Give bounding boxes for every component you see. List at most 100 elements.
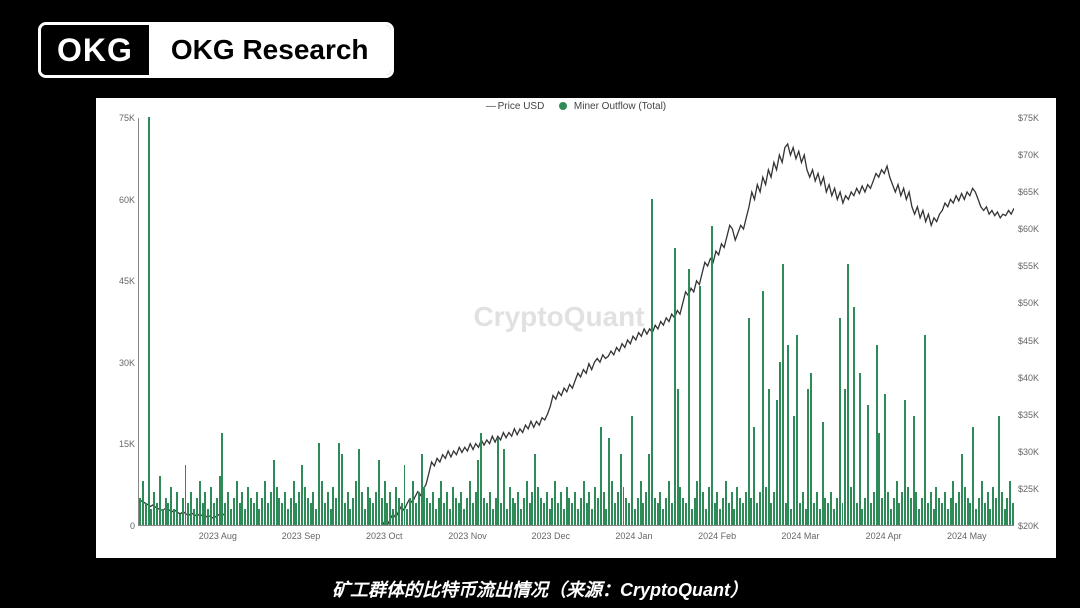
outflow-bar: [873, 492, 875, 525]
outflow-bar: [341, 454, 343, 525]
y-right-label: $50K: [1018, 298, 1039, 308]
outflow-bar: [961, 454, 963, 525]
y-right-label: $75K: [1018, 113, 1039, 123]
y-left-label: 60K: [119, 195, 135, 205]
outflow-bar: [893, 498, 895, 525]
outflow-bar: [1009, 481, 1011, 525]
outflow-bar: [233, 498, 235, 525]
outflow-bar: [566, 487, 568, 525]
outflow-bar: [421, 454, 423, 525]
outflow-bar: [213, 503, 215, 525]
outflow-bar: [449, 509, 451, 525]
outflow-bar: [546, 492, 548, 525]
outflow-bar: [557, 503, 559, 525]
outflow-bar: [580, 498, 582, 525]
outflow-bar: [716, 492, 718, 525]
outflow-bar: [708, 487, 710, 525]
outflow-bar: [586, 503, 588, 525]
outflow-bar: [321, 481, 323, 525]
outflow-bar: [739, 498, 741, 525]
outflow-bar: [227, 492, 229, 525]
y-left-label: 15K: [119, 439, 135, 449]
outflow-bar: [347, 492, 349, 525]
outflow-bar: [543, 503, 545, 525]
outflow-bar: [290, 498, 292, 525]
outflow-bar: [176, 492, 178, 525]
chart-panel: — Price USD Miner Outflow (Total) Crypto…: [96, 98, 1056, 558]
outflow-bar: [267, 503, 269, 525]
outflow-bar: [475, 492, 477, 525]
outflow-bar: [978, 498, 980, 525]
outflow-bar: [941, 503, 943, 525]
outflow-bar: [560, 492, 562, 525]
outflow-bar: [531, 492, 533, 525]
outflow-bar: [315, 509, 317, 525]
outflow-bar: [193, 509, 195, 525]
outflow-bar: [395, 487, 397, 525]
outflow-bar: [185, 465, 187, 525]
outflow-bar: [867, 405, 869, 525]
outflow-bar: [748, 318, 750, 525]
outflow-bar: [770, 503, 772, 525]
outflow-bar: [907, 487, 909, 525]
outflow-bar: [822, 422, 824, 525]
outflow-bar: [148, 117, 150, 525]
outflow-bar: [688, 269, 690, 525]
outflow-bar: [165, 498, 167, 525]
outflow-bar: [378, 460, 380, 525]
outflow-bar: [742, 503, 744, 525]
y-right-label: $30K: [1018, 447, 1039, 457]
outflow-bar: [204, 492, 206, 525]
outflow-bar: [349, 509, 351, 525]
y-right-label: $40K: [1018, 373, 1039, 383]
outflow-bar: [623, 487, 625, 525]
outflow-bar: [244, 509, 246, 525]
outflow-bar: [514, 503, 516, 525]
y-right-label: $25K: [1018, 484, 1039, 494]
outflow-bar: [628, 503, 630, 525]
outflow-bar: [563, 509, 565, 525]
y-right-label: $35K: [1018, 410, 1039, 420]
outflow-bar: [162, 509, 164, 525]
outflow-bar: [887, 492, 889, 525]
outflow-bar: [256, 492, 258, 525]
x-label: 2023 Sep: [282, 531, 321, 541]
outflow-bar: [253, 503, 255, 525]
outflow-bar: [384, 481, 386, 525]
outflow-bar: [927, 503, 929, 525]
outflow-bar: [438, 498, 440, 525]
outflow-bar: [159, 476, 161, 525]
outflow-bar: [969, 503, 971, 525]
outflow-bar: [768, 389, 770, 525]
outflow-bar: [756, 503, 758, 525]
outflow-bar: [964, 487, 966, 525]
outflow-bar: [662, 509, 664, 525]
outflow-bar: [987, 492, 989, 525]
outflow-bar: [657, 503, 659, 525]
outflow-bar: [884, 394, 886, 525]
outflow-bar: [261, 498, 263, 525]
outflow-bar: [173, 509, 175, 525]
outflow-bar: [304, 487, 306, 525]
outflow-bar: [330, 509, 332, 525]
outflow-bar: [696, 481, 698, 525]
outflow-bar: [492, 509, 494, 525]
outflow-bar: [139, 498, 141, 525]
outflow-bar: [568, 498, 570, 525]
outflow-bar: [992, 487, 994, 525]
outflow-bar: [440, 481, 442, 525]
outflow-bar: [418, 492, 420, 525]
outflow-bar: [853, 307, 855, 525]
outflow-bar: [443, 503, 445, 525]
outflow-bar: [293, 481, 295, 525]
outflow-bar: [648, 454, 650, 525]
outflow-bar: [375, 492, 377, 525]
outflow-bar: [864, 498, 866, 525]
outflow-bar: [409, 498, 411, 525]
y-right-label: $45K: [1018, 336, 1039, 346]
outflow-bar: [216, 498, 218, 525]
outflow-bar: [398, 498, 400, 525]
outflow-bar: [861, 509, 863, 525]
outflow-bar: [924, 335, 926, 525]
outflow-bar: [989, 509, 991, 525]
